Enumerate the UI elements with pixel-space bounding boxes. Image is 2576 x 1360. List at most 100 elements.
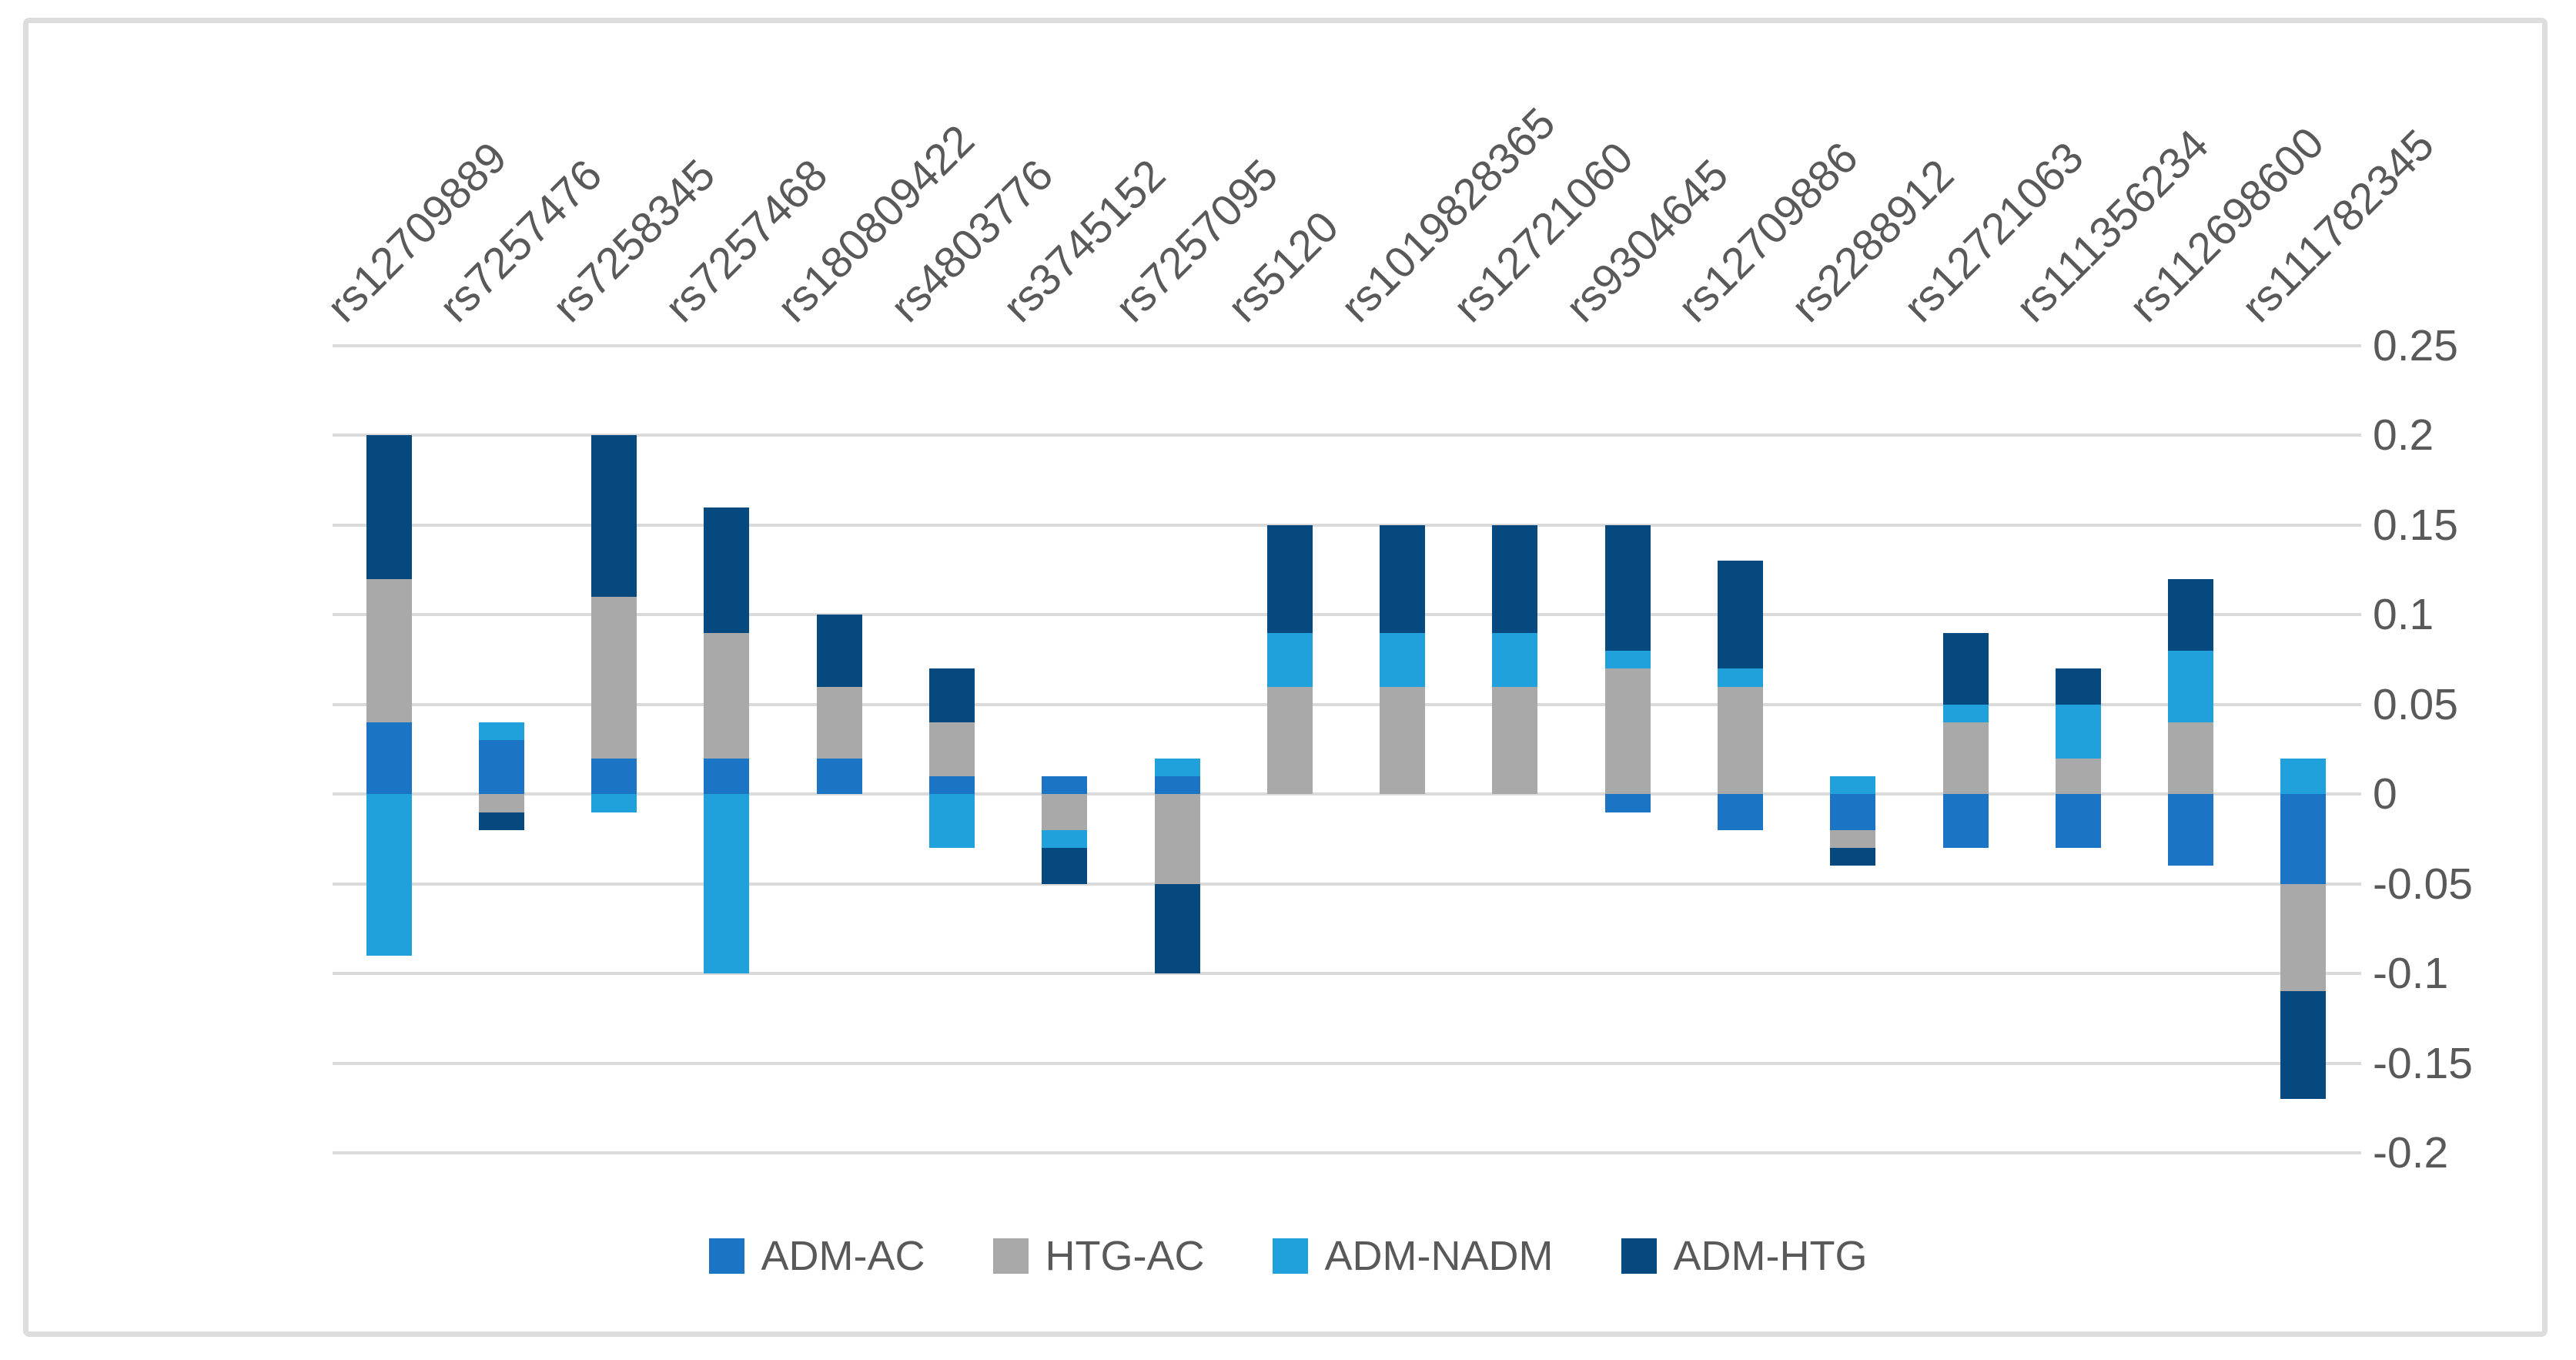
bar-segment-htg-ac-rs12721063 <box>1943 722 1989 794</box>
bar-segment-adm-ac-rs9304645 <box>1605 794 1651 812</box>
bar-segment-adm-htg-rs7257468 <box>704 507 749 633</box>
bar-segment-adm-ac-rs12721063 <box>1943 794 1989 848</box>
bar-segment-adm-htg-rs12721063 <box>1943 633 1989 705</box>
bar-segment-htg-ac-rs7257468 <box>704 633 749 759</box>
y-axis-tick-label: -0.2 <box>2373 1128 2449 1177</box>
bar-segment-htg-ac-rs111356234 <box>2056 759 2101 794</box>
legend-swatch-icon <box>1621 1238 1657 1274</box>
bar-segment-adm-htg-rs9304645 <box>1605 525 1651 651</box>
bar-segment-adm-ac-rs7257468 <box>704 759 749 794</box>
y-axis-tick-label: 0.1 <box>2373 590 2434 639</box>
bar-segment-adm-htg-rs2288912 <box>1830 848 1875 866</box>
bar-segment-adm-nadm-rs5120 <box>1267 633 1313 687</box>
bar-segment-adm-nadm-rs9304645 <box>1605 651 1651 668</box>
bar-segment-adm-htg-rs7258345 <box>591 435 637 597</box>
legend-item-adm-htg: ADM-HTG <box>1621 1232 1868 1280</box>
gridline <box>333 434 2361 437</box>
bar-segment-adm-ac-rs180809422 <box>817 759 862 794</box>
gridline <box>333 972 2361 975</box>
bar-segment-adm-htg-rs112698600 <box>2168 579 2213 651</box>
legend-swatch-icon <box>992 1238 1029 1274</box>
legend-item-adm-ac: ADM-AC <box>708 1232 925 1280</box>
legend-swatch-icon <box>1272 1238 1308 1274</box>
bar-segment-adm-ac-rs2288912 <box>1830 794 1875 830</box>
y-axis-tick-label: 0.25 <box>2373 321 2458 370</box>
bar-segment-adm-htg-rs12709886 <box>1718 561 1763 668</box>
bar-segment-htg-ac-rs12709886 <box>1718 687 1763 794</box>
bar-segment-adm-htg-rs180809422 <box>817 615 862 687</box>
bar-segment-adm-nadm-rs112698600 <box>2168 651 2213 722</box>
y-axis-tick-label: 0.2 <box>2373 410 2434 460</box>
bar-segment-adm-ac-rs111782345 <box>2280 794 2326 884</box>
bar-segment-adm-nadm-rs12709886 <box>1718 668 1763 687</box>
gridline <box>333 1151 2361 1154</box>
y-axis-tick-label: 0.05 <box>2373 680 2458 729</box>
bar-segment-adm-ac-rs7257095 <box>1155 776 1200 794</box>
y-axis-tick-label: 0.15 <box>2373 501 2458 550</box>
gridline <box>333 1062 2361 1065</box>
legend-item-adm-nadm: ADM-NADM <box>1272 1232 1554 1280</box>
bar-segment-adm-htg-rs7257476 <box>479 812 524 830</box>
bar-segment-adm-htg-rs111782345 <box>2280 991 2326 1099</box>
chart-legend: ADM-AC HTG-AC ADM-NADM ADM-HTG <box>0 1232 2576 1280</box>
bar-segment-htg-ac-rs111782345 <box>2280 884 2326 991</box>
legend-label: ADM-AC <box>761 1233 925 1279</box>
legend-label: HTG-AC <box>1045 1233 1205 1279</box>
bar-segment-htg-ac-rs4803776 <box>929 722 975 776</box>
bar-segment-htg-ac-rs180809422 <box>817 687 862 759</box>
gridline <box>333 703 2361 706</box>
y-axis-tick-label: -0.05 <box>2373 859 2473 909</box>
bar-segment-adm-htg-rs1019828365 <box>1380 525 1425 633</box>
bar-segment-adm-nadm-rs7257095 <box>1155 759 1200 776</box>
bar-segment-htg-ac-rs5120 <box>1267 687 1313 794</box>
legend-label: ADM-HTG <box>1673 1233 1868 1279</box>
legend-swatch-icon <box>708 1238 744 1274</box>
bar-segment-adm-nadm-rs111356234 <box>2056 705 2101 759</box>
bar-segment-adm-nadm-rs2288912 <box>1830 776 1875 794</box>
bar-segment-adm-nadm-rs4803776 <box>929 794 975 848</box>
bar-segment-adm-nadm-rs1019828365 <box>1380 633 1425 687</box>
bar-segment-adm-ac-rs12709889 <box>366 722 412 794</box>
bar-segment-htg-ac-rs7257476 <box>479 794 524 812</box>
bar-segment-adm-nadm-rs12709889 <box>366 794 412 956</box>
bar-segment-htg-ac-rs2288912 <box>1830 830 1875 848</box>
bar-segment-adm-nadm-rs12721063 <box>1943 705 1989 722</box>
bar-segment-adm-htg-rs3745152 <box>1042 848 1087 884</box>
bar-segment-adm-htg-rs5120 <box>1267 525 1313 633</box>
bar-segment-adm-ac-rs111356234 <box>2056 794 2101 848</box>
bar-segment-adm-nadm-rs7257476 <box>479 722 524 740</box>
bar-segment-htg-ac-rs3745152 <box>1042 794 1087 830</box>
bar-segment-adm-ac-rs112698600 <box>2168 794 2213 866</box>
legend-item-htg-ac: HTG-AC <box>992 1232 1205 1280</box>
bar-segment-adm-nadm-rs7258345 <box>591 794 637 812</box>
bar-segment-htg-ac-rs12721060 <box>1492 687 1537 794</box>
bar-segment-adm-htg-rs4803776 <box>929 668 975 722</box>
legend-label: ADM-NADM <box>1324 1233 1554 1279</box>
gridline <box>333 344 2361 347</box>
gridline <box>333 792 2361 796</box>
bar-segment-htg-ac-rs112698600 <box>2168 722 2213 794</box>
bar-segment-adm-nadm-rs111782345 <box>2280 759 2326 794</box>
y-axis-tick-label: -0.1 <box>2373 949 2449 998</box>
bar-segment-adm-ac-rs3745152 <box>1042 776 1087 794</box>
bar-segment-adm-ac-rs4803776 <box>929 776 975 794</box>
bar-segment-adm-htg-rs12721060 <box>1492 525 1537 633</box>
y-axis-tick-label: 0 <box>2373 769 2397 819</box>
bar-segment-adm-htg-rs111356234 <box>2056 668 2101 705</box>
bar-segment-adm-ac-rs7258345 <box>591 759 637 794</box>
bar-segment-htg-ac-rs12709889 <box>366 579 412 722</box>
gridline <box>333 524 2361 527</box>
bar-segment-adm-nadm-rs7257468 <box>704 794 749 973</box>
bar-segment-adm-htg-rs12709889 <box>366 435 412 579</box>
bar-segment-htg-ac-rs9304645 <box>1605 668 1651 794</box>
gridline <box>333 883 2361 886</box>
bar-segment-adm-ac-rs12709886 <box>1718 794 1763 830</box>
bar-segment-htg-ac-rs1019828365 <box>1380 687 1425 794</box>
gridline <box>333 613 2361 616</box>
bar-segment-htg-ac-rs7257095 <box>1155 794 1200 884</box>
bar-segment-adm-nadm-rs12721060 <box>1492 633 1537 687</box>
bar-segment-adm-ac-rs7257476 <box>479 740 524 794</box>
y-axis-tick-label: -0.15 <box>2373 1039 2473 1088</box>
bar-segment-htg-ac-rs7258345 <box>591 597 637 759</box>
